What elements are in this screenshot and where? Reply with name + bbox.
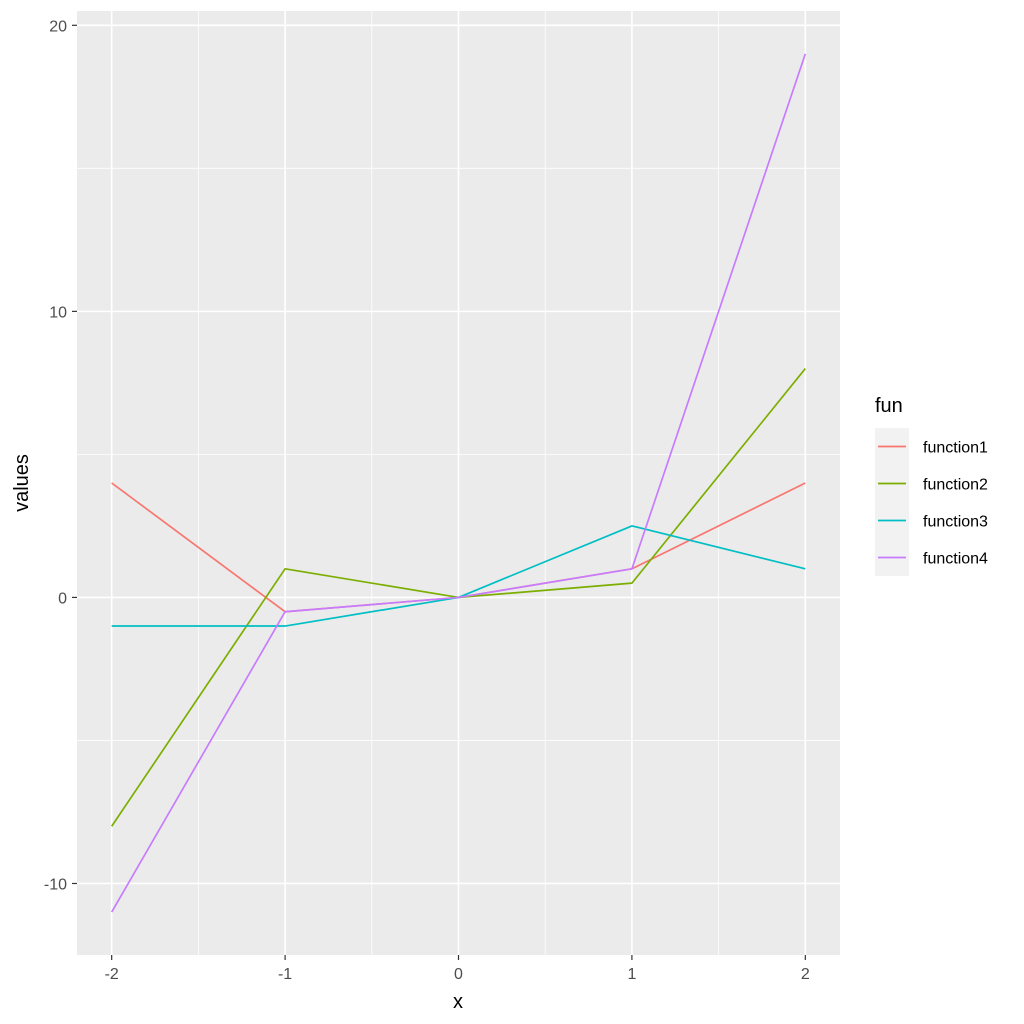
legend-items: function1 function2 function3 function4 xyxy=(875,428,988,576)
legend-title: fun xyxy=(875,395,903,417)
y-tick-label: 10 xyxy=(49,304,67,321)
legend-label-function4: function4 xyxy=(923,551,988,568)
x-tick-label: 1 xyxy=(627,966,636,983)
y-axis-title: values xyxy=(11,454,33,512)
x-tick-label: -2 xyxy=(105,966,119,983)
y-axis: -10 0 10 20 xyxy=(44,18,77,893)
x-axis: -2 -1 0 1 2 xyxy=(105,955,810,983)
x-axis-title: x xyxy=(453,991,463,1013)
legend-label-function2: function2 xyxy=(923,477,988,494)
x-tick-label: 0 xyxy=(454,966,463,983)
x-tick-label: -1 xyxy=(278,966,292,983)
series-line-function4 xyxy=(110,53,807,913)
legend-label-function3: function3 xyxy=(923,514,988,531)
legend-label-function1: function1 xyxy=(923,440,988,457)
y-tick-label: -10 xyxy=(44,876,67,893)
y-tick-label: 20 xyxy=(49,18,67,35)
x-tick-label: 2 xyxy=(801,966,810,983)
y-tick-label: 0 xyxy=(58,590,67,607)
legend: fun function1 function2 function3 function4 xyxy=(875,395,988,576)
series-lines xyxy=(110,53,807,913)
